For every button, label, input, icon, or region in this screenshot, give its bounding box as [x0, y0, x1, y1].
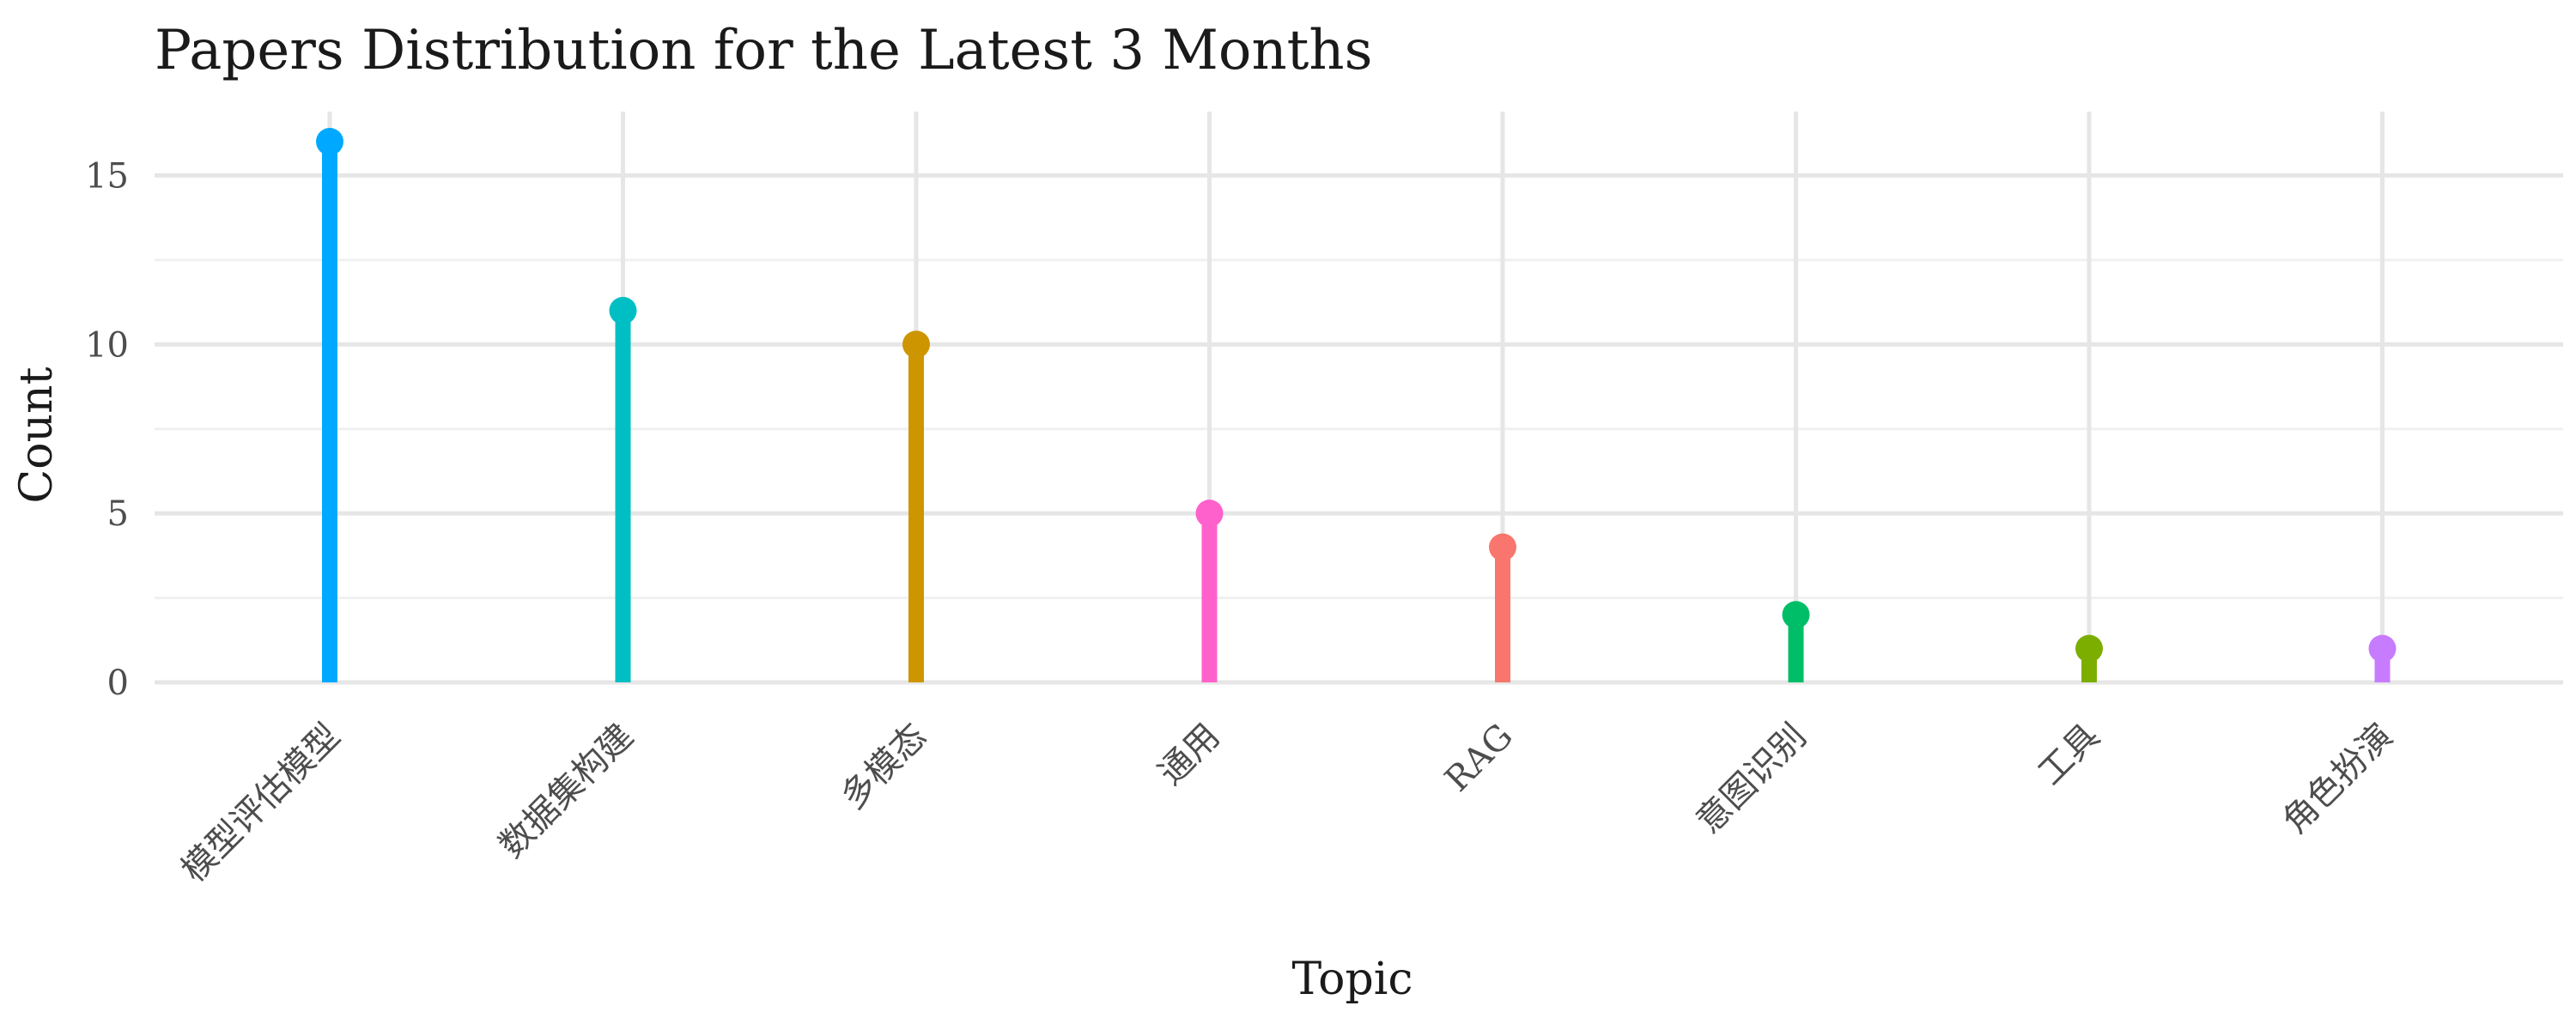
x-tick-label: 意图识别	[1689, 717, 1814, 842]
y-tick-label: 15	[85, 156, 129, 196]
y-tick-label: 0	[107, 663, 129, 703]
lollipop-point	[1489, 533, 1516, 561]
lollipop-point	[316, 128, 343, 155]
x-axis-title: Topic	[1292, 954, 1413, 1005]
x-tick-label: 通用	[1151, 717, 1227, 793]
y-axis-title: Count	[11, 367, 63, 503]
chart-title: Papers Distribution for the Latest 3 Mon…	[155, 19, 1372, 82]
lollipop	[1195, 500, 1224, 682]
y-tick-label: 10	[85, 325, 129, 365]
lollipop-point	[1782, 601, 1810, 629]
x-tick-labels: 模型评估模型 数据集构建 多模态 通用 RAG 意图识别 工具 角色扮演	[174, 717, 2401, 890]
y-tick-labels: 0 5 10 15	[85, 156, 129, 703]
lollipop-point	[1195, 500, 1224, 528]
y-tick-label: 5	[107, 494, 129, 534]
lollipop-marks	[316, 128, 2397, 682]
grid	[155, 112, 2563, 685]
lollipop	[2368, 634, 2397, 682]
lollipop-point	[2368, 634, 2397, 663]
lollipop	[1782, 601, 1810, 682]
x-tick-label: RAG	[1437, 717, 1521, 800]
x-tick-label: 数据集构建	[492, 717, 641, 866]
x-tick-label: 模型评估模型	[174, 717, 348, 890]
lollipop-point	[2075, 634, 2103, 663]
x-tick-label: 多模态	[834, 717, 934, 817]
lollipop	[609, 296, 637, 682]
lollipop-point	[902, 330, 930, 359]
lollipop	[2075, 634, 2103, 682]
lollipop	[1489, 533, 1516, 682]
x-tick-label: 角色扮演	[2275, 717, 2401, 842]
lollipop	[316, 128, 343, 682]
lollipop-point	[609, 296, 637, 324]
lollipop	[902, 330, 930, 682]
x-tick-label: 工具	[2031, 717, 2107, 793]
